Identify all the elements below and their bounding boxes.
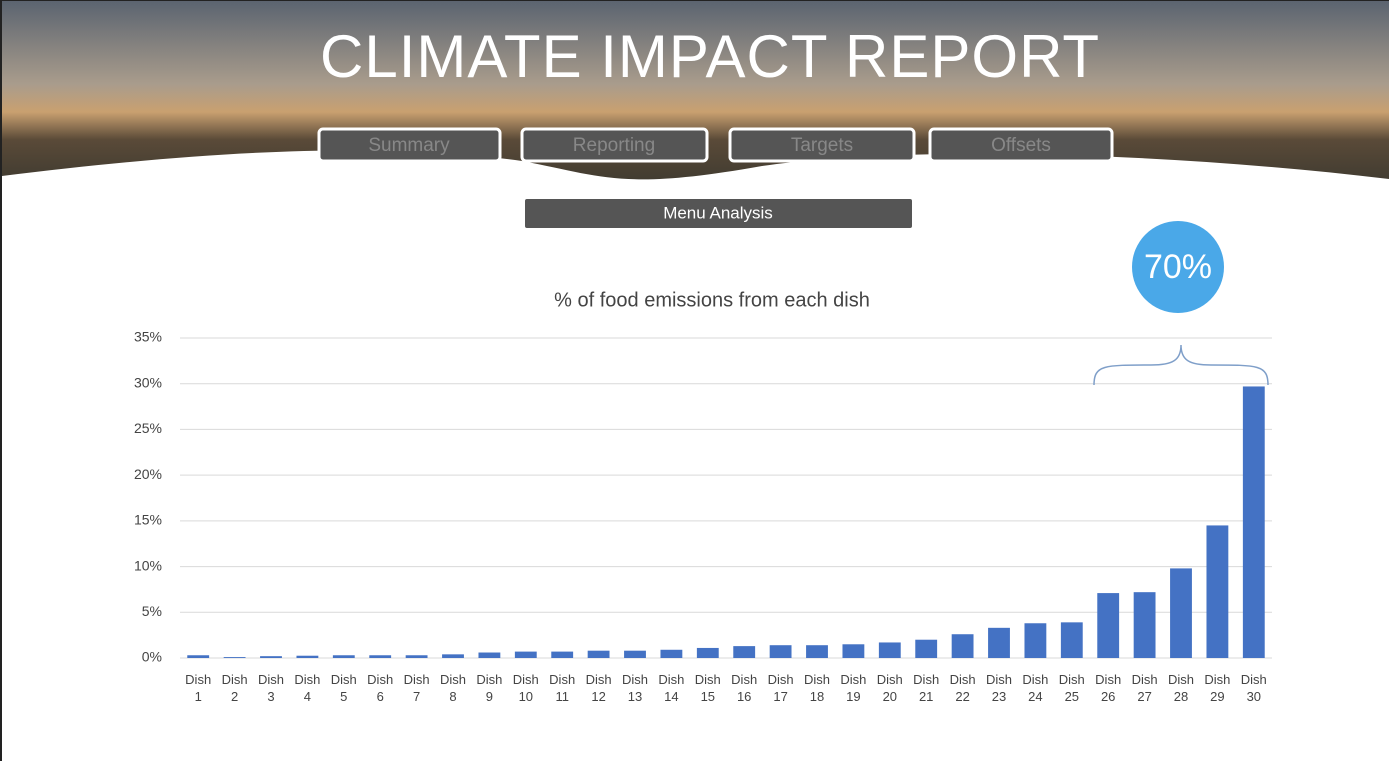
bar xyxy=(769,645,792,658)
page-title: CLIMATE IMPACT REPORT xyxy=(320,23,1100,90)
nav-button[interactable] xyxy=(317,127,502,163)
x-tick-label: Dish 24 xyxy=(1022,672,1049,704)
x-tick-label: Dish 16 xyxy=(731,672,758,704)
x-tick-label: Dish 6 xyxy=(367,672,394,704)
x-tick-label: Dish 27 xyxy=(1131,672,1158,704)
x-tick-label: Dish 1 xyxy=(185,672,212,704)
bar xyxy=(915,639,938,658)
annotation: 70% xyxy=(1144,248,1212,286)
bar xyxy=(806,645,828,658)
bar xyxy=(587,650,610,658)
annotation-circle xyxy=(1132,221,1224,313)
x-tick-label: Dish 26 xyxy=(1095,672,1122,704)
annotation-brace xyxy=(1093,344,1269,386)
x-tick-label: Dish 30 xyxy=(1240,672,1267,704)
x-tick-label: Dish 11 xyxy=(549,672,576,704)
chart-title: % of food emissions from each dish xyxy=(554,289,870,311)
bar xyxy=(696,647,719,658)
bar xyxy=(442,654,464,658)
bar xyxy=(1060,622,1083,658)
header-curve xyxy=(2,150,1389,761)
bar xyxy=(988,627,1010,658)
x-tick-label: Dish 25 xyxy=(1058,672,1085,704)
bar xyxy=(332,655,355,658)
x-tick-label: Dish 5 xyxy=(330,672,357,704)
x-tick-label: Dish 8 xyxy=(439,672,466,704)
bar xyxy=(1206,525,1229,658)
nav-label[interactable]: Reporting xyxy=(573,135,655,156)
x-tick-label: Dish 2 xyxy=(221,672,248,704)
nav-label[interactable]: Targets xyxy=(791,135,853,156)
x-tick-label: Dish 21 xyxy=(913,672,940,704)
nav-button[interactable] xyxy=(928,127,1114,163)
bar xyxy=(187,655,210,658)
x-tick-label: Dish 7 xyxy=(403,672,430,704)
nav: Summary Reporting Targets Offsets xyxy=(317,127,1114,163)
x-tick-label: Dish 13 xyxy=(621,672,648,704)
x-tick-label: Dish 3 xyxy=(257,672,284,704)
y-tick-label: 30% xyxy=(134,374,162,390)
section-label[interactable]: Menu Analysis xyxy=(663,203,773,222)
nav-button[interactable] xyxy=(520,127,709,163)
bar xyxy=(405,655,428,658)
bar xyxy=(1170,568,1192,658)
bar xyxy=(951,634,974,658)
y-tick-label: 0% xyxy=(142,649,162,665)
x-tick-label: Dish 22 xyxy=(949,672,976,704)
x-tick-label: Dish 9 xyxy=(476,672,503,704)
y-tick-label: 5% xyxy=(142,603,162,619)
x-tick-label: Dish 28 xyxy=(1167,672,1194,704)
bar xyxy=(842,644,865,658)
bar xyxy=(733,646,756,658)
bar xyxy=(296,655,319,658)
bar xyxy=(660,649,683,658)
bar xyxy=(1133,592,1156,658)
nav-label[interactable]: Offsets xyxy=(991,135,1051,156)
bar xyxy=(514,651,537,658)
section-button[interactable] xyxy=(525,199,912,228)
bar xyxy=(1242,386,1265,658)
x-tick-label: Dish 19 xyxy=(840,672,867,704)
bar xyxy=(1024,623,1047,658)
x-tick-label: Dish 29 xyxy=(1204,672,1231,704)
bar xyxy=(878,642,901,658)
bar xyxy=(478,652,501,658)
x-tick-label: Dish 18 xyxy=(803,672,830,704)
y-tick-label: 10% xyxy=(134,557,162,573)
bar xyxy=(551,651,574,658)
nav-button[interactable] xyxy=(728,127,916,163)
x-tick-label: Dish 17 xyxy=(767,672,794,704)
bar xyxy=(260,656,282,658)
bar xyxy=(223,657,246,658)
bar xyxy=(624,650,646,658)
bar xyxy=(369,655,392,658)
y-tick-label: 15% xyxy=(134,512,162,528)
bar xyxy=(1097,593,1120,658)
x-tick-label: Dish 15 xyxy=(694,672,721,704)
nav-label[interactable]: Summary xyxy=(368,135,450,156)
x-tick-label: Dish 23 xyxy=(985,672,1012,704)
x-tick-label: Dish 4 xyxy=(294,672,321,704)
y-tick-label: 25% xyxy=(134,420,162,436)
y-tick-label: 35% xyxy=(134,329,162,345)
y-tick-label: 20% xyxy=(134,466,162,482)
x-tick-label: Dish 10 xyxy=(512,672,539,704)
x-tick-label: Dish 20 xyxy=(876,672,903,704)
x-tick-label: Dish 14 xyxy=(658,672,685,704)
x-tick-label: Dish 12 xyxy=(585,672,612,704)
